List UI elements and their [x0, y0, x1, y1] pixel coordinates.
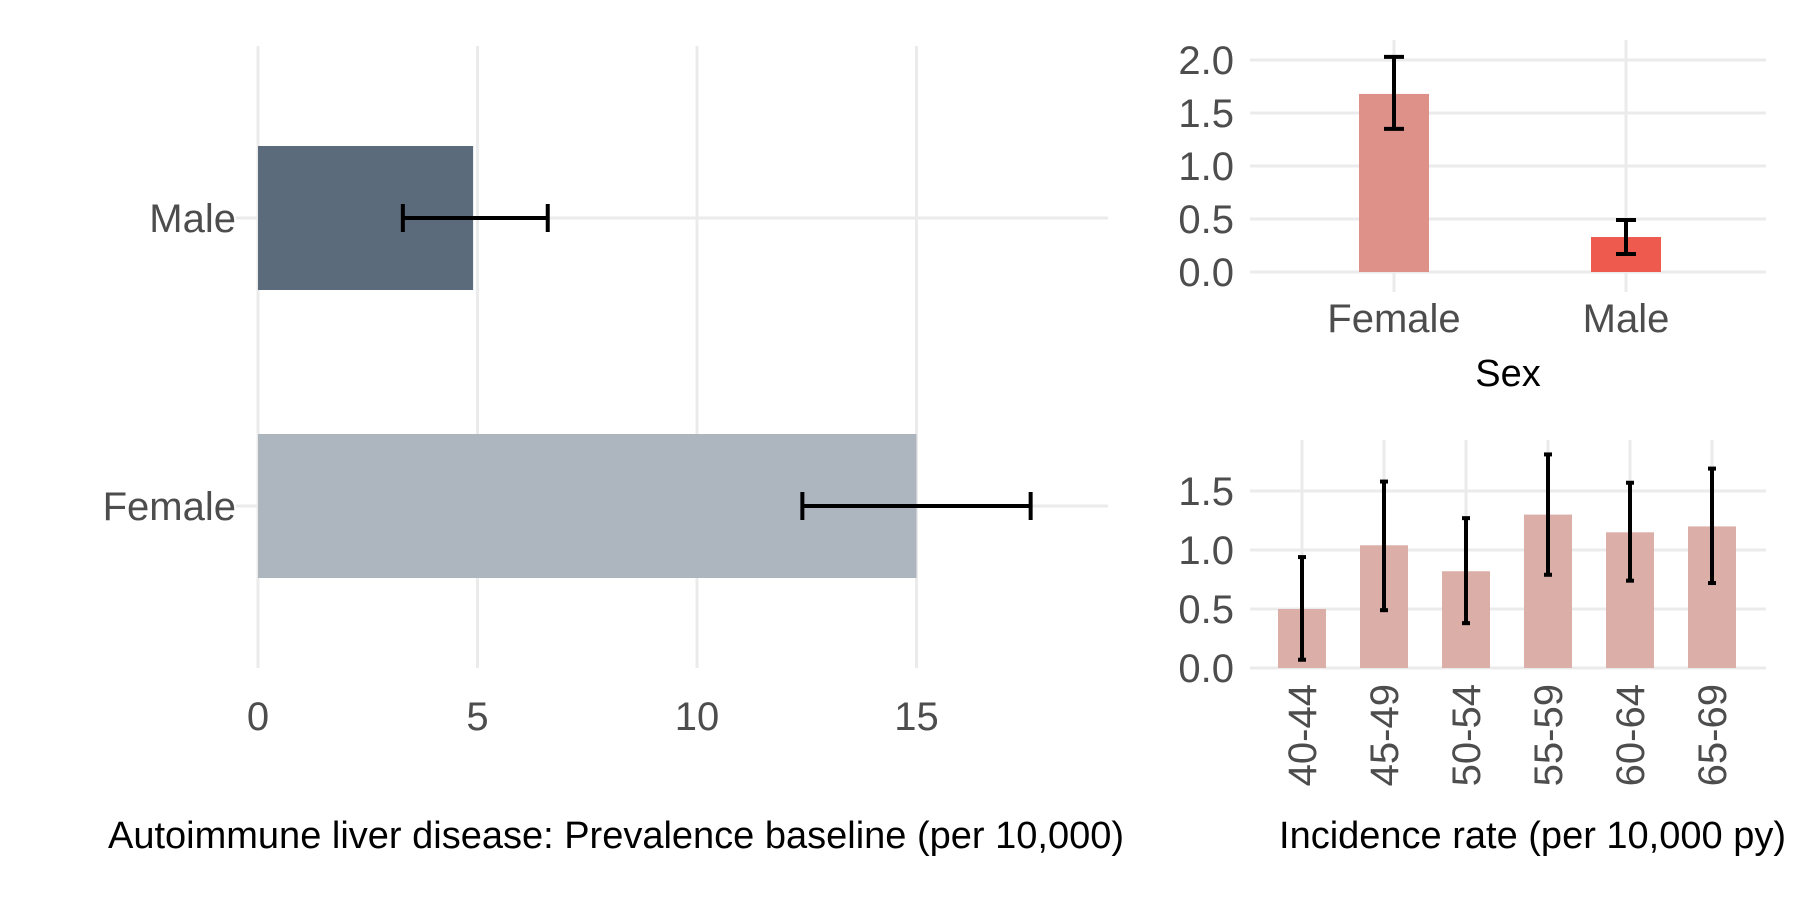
age-x-tick-label: 60-64 [1609, 684, 1653, 786]
prevalence-y-tick-label: Male [149, 197, 236, 241]
age-x-tick-label: 45-49 [1363, 684, 1407, 786]
sex-y-tick-label: 0.0 [1178, 251, 1234, 295]
prevalence-error-bar-female [800, 492, 1033, 520]
age-y-tick-label: 0.5 [1178, 588, 1234, 632]
age-y-tick-label: 0.0 [1178, 647, 1234, 691]
age-error-bar-55-59 [1544, 452, 1552, 577]
sex-y-tick-label: 2.0 [1178, 39, 1234, 83]
sex-y-tick-label: 1.0 [1178, 145, 1234, 189]
prevalence-x-tick-label: 0 [247, 695, 269, 739]
sex-y-tick-label: 0.5 [1178, 198, 1234, 242]
prevalence-x-tick-label: 5 [466, 695, 488, 739]
prevalence-y-tick-label: Female [103, 485, 236, 529]
age-y-tick-label: 1.5 [1178, 470, 1234, 514]
age-x-tick-label: 40-44 [1281, 684, 1325, 786]
sex-x-tick-label: Female [1327, 297, 1460, 341]
age-error-bar-60-64 [1626, 480, 1634, 583]
prevalence-x-tick-label: 15 [894, 695, 939, 739]
age-x-tick-label: 55-59 [1527, 684, 1571, 786]
age-error-bar-50-54 [1462, 516, 1470, 626]
prevalence-error-bar-male [400, 204, 550, 232]
age-x-tick-label: 50-54 [1445, 684, 1489, 786]
age-error-bar-40-44 [1298, 555, 1306, 662]
incidence-by-age-chart: 0.0 0.5 1.0 1.5 40-44 45-49 50-54 55-59 60-64 65-… [1178, 440, 1766, 786]
sex-error-bar-male [1616, 218, 1636, 256]
sex-x-tick-label: Male [1583, 297, 1670, 341]
incidence-by-sex-chart: 0.0 0.5 1.0 1.5 2.0 Female Male [1178, 39, 1766, 341]
sex-error-bar-female [1384, 54, 1404, 131]
prevalence-x-tick-label: 10 [675, 695, 720, 739]
age-error-bar-45-49 [1380, 479, 1388, 613]
age-x-tick-label: 65-69 [1691, 684, 1735, 786]
incidence-x-axis-title: Incidence rate (per 10,000 py) [1279, 815, 1786, 857]
sex-y-tick-label: 1.5 [1178, 92, 1234, 136]
age-y-tick-label: 1.0 [1178, 529, 1234, 573]
age-error-bar-65-69 [1708, 466, 1716, 586]
prevalence-chart: 0 5 10 15 Male Female [103, 46, 1108, 739]
sex-x-axis-title: Sex [1475, 353, 1540, 395]
prevalence-x-axis-title: Autoimmune liver disease: Prevalence bas… [108, 815, 1124, 857]
